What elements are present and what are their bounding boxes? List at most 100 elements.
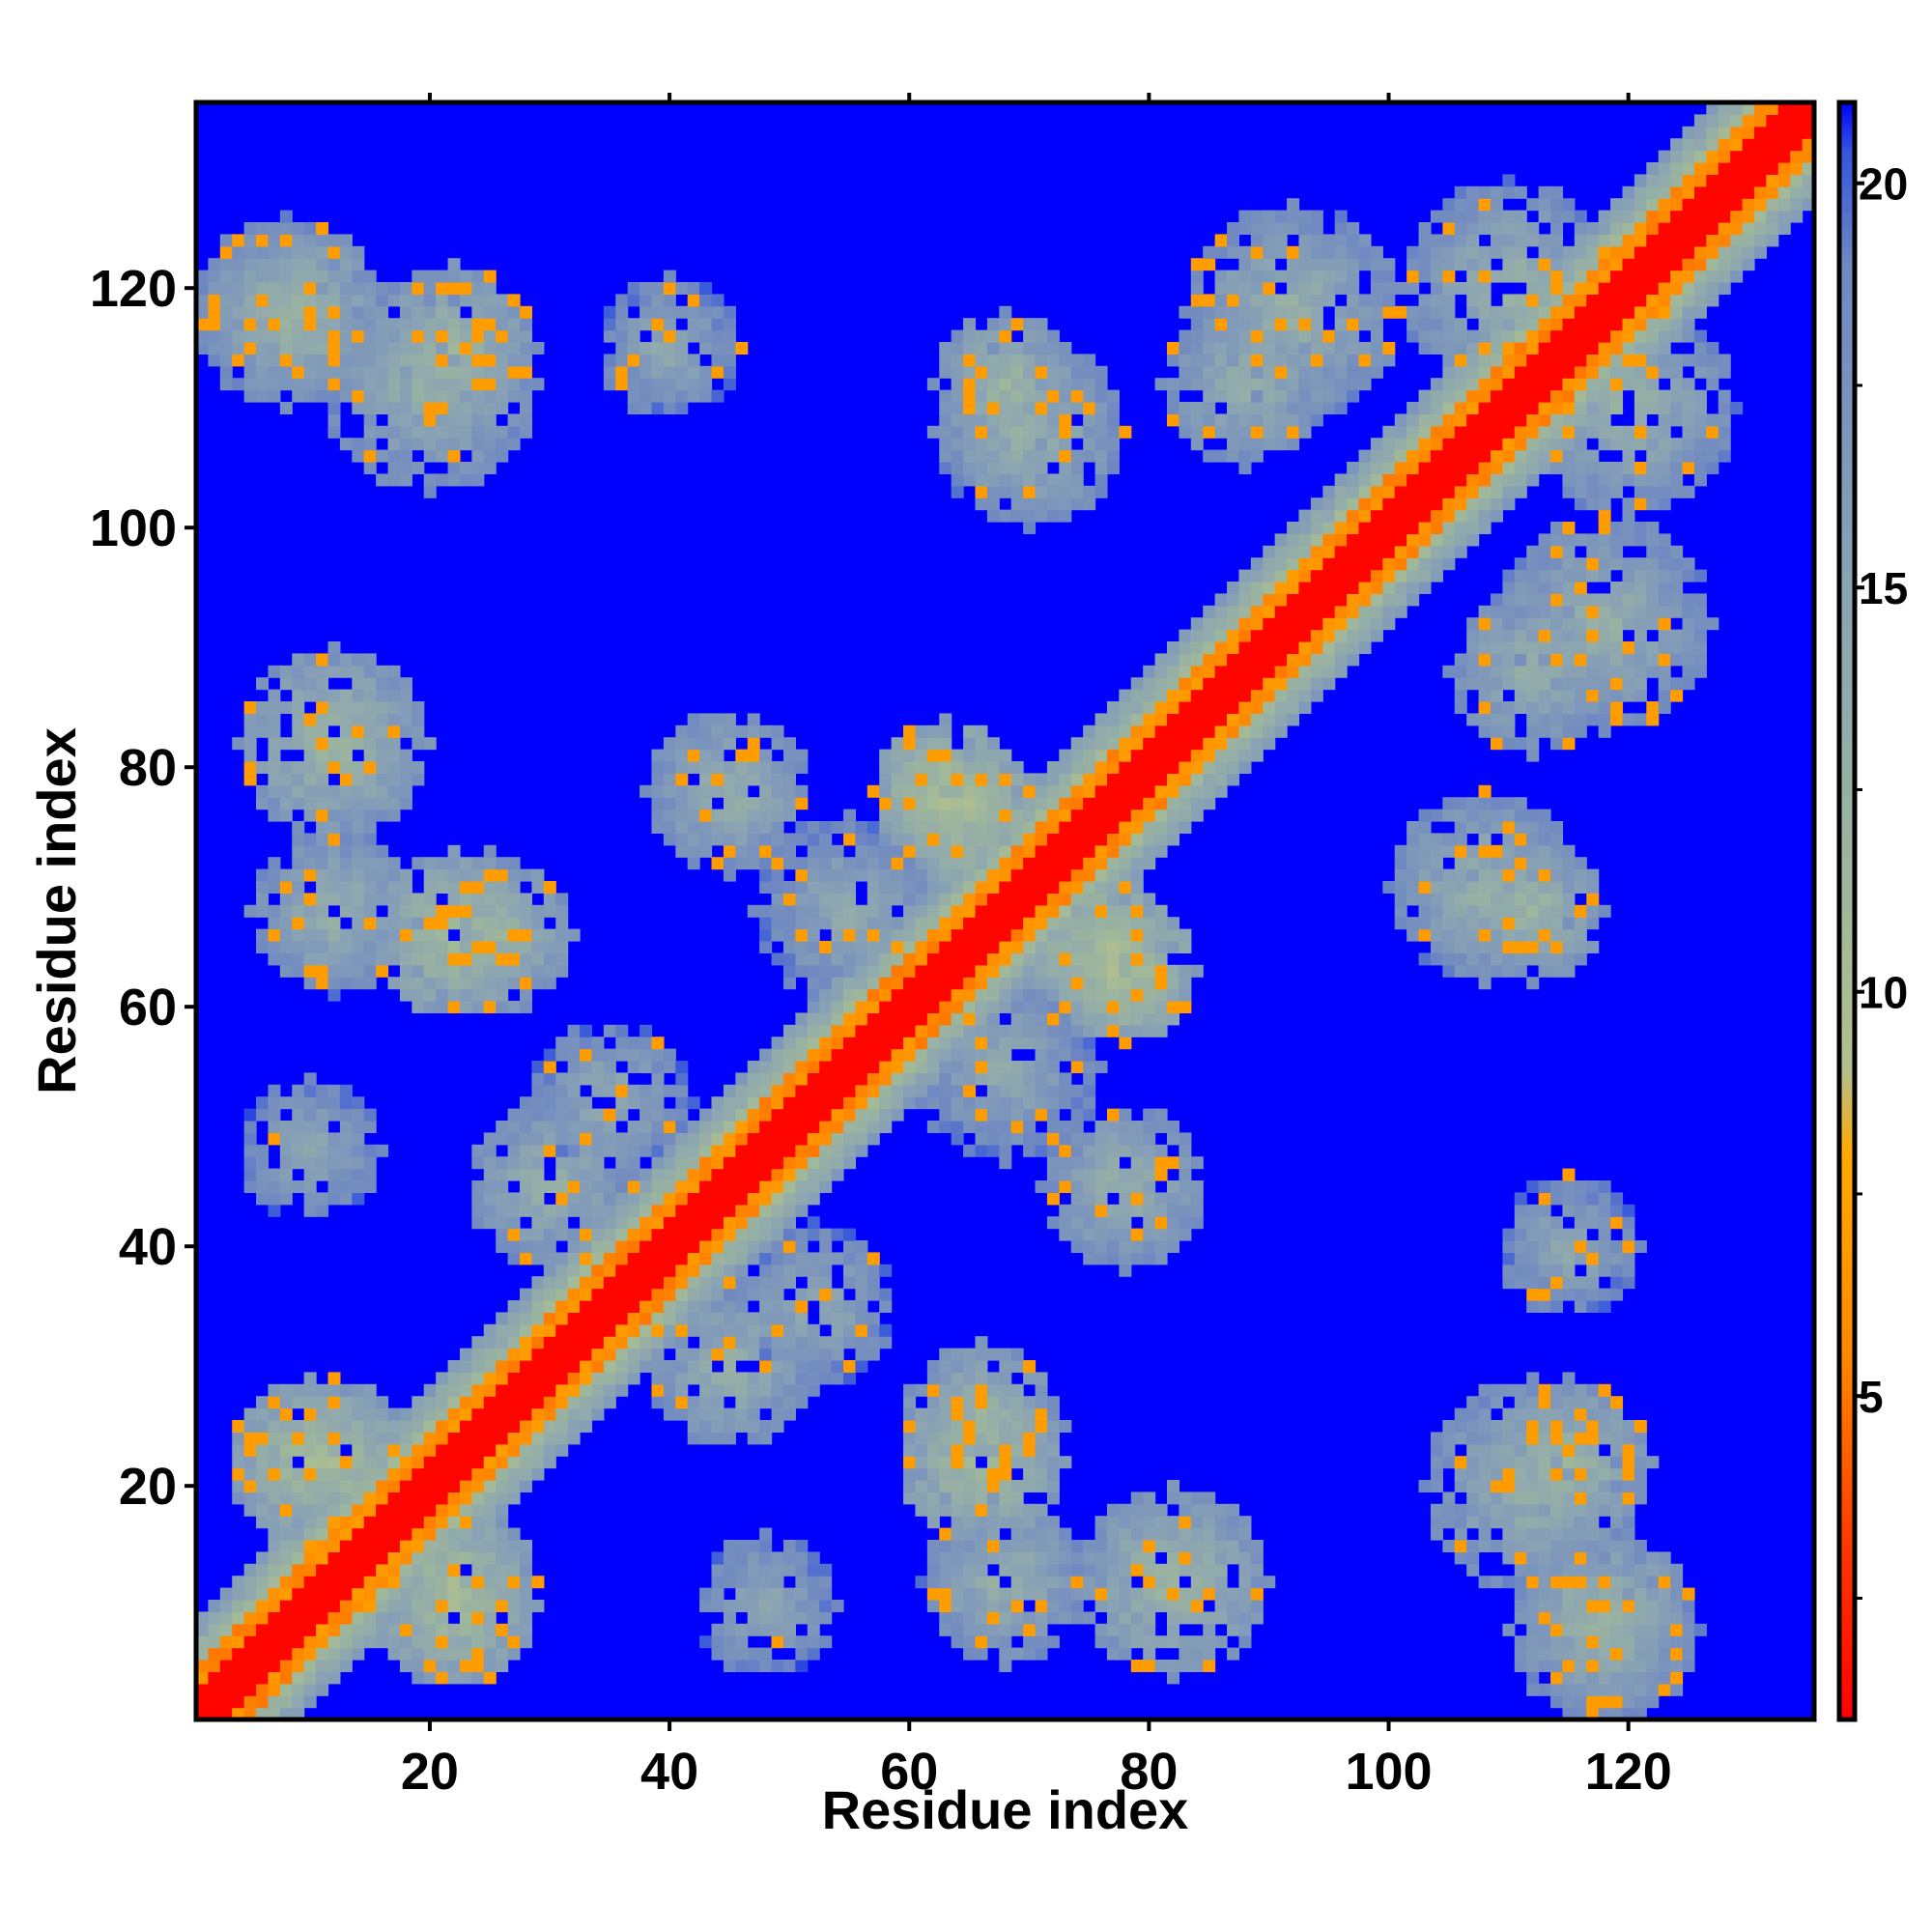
heatmap-cell <box>399 282 412 295</box>
heatmap-cell <box>232 234 245 247</box>
heatmap-cell <box>471 1443 485 1457</box>
heatmap-cell <box>436 1372 449 1385</box>
heatmap-cell <box>483 941 497 953</box>
heatmap-cell <box>711 1647 724 1661</box>
heatmap-cell <box>376 1144 389 1157</box>
heatmap-cell <box>339 713 353 726</box>
heatmap-cell <box>219 329 233 343</box>
heatmap-cell <box>496 964 509 978</box>
heatmap-cell <box>292 868 305 882</box>
heatmap-cell <box>963 881 977 894</box>
heatmap-cell <box>316 1683 329 1696</box>
heatmap-cell <box>1119 941 1132 953</box>
heatmap-cell <box>747 737 760 751</box>
heatmap-cell <box>975 1336 988 1350</box>
heatmap-cell <box>1634 1240 1647 1253</box>
heatmap-cell <box>699 1407 713 1421</box>
heatmap-cell <box>208 1611 221 1625</box>
heatmap-cell <box>963 365 977 379</box>
heatmap-cell <box>759 1312 773 1325</box>
heatmap-cell <box>1550 1300 1564 1313</box>
heatmap-cell <box>352 282 365 295</box>
heatmap-cell <box>243 329 257 343</box>
heatmap-cell <box>999 1432 1012 1445</box>
heatmap-cell <box>1094 1012 1108 1026</box>
heatmap-cell <box>986 761 1000 774</box>
heatmap-cell <box>412 1551 425 1565</box>
heatmap-cell <box>1394 893 1407 906</box>
heatmap-cell <box>831 881 844 894</box>
heatmap-cell <box>1454 941 1467 953</box>
heatmap-cell <box>1574 1492 1587 1505</box>
heatmap-cell <box>243 1503 257 1517</box>
heatmap-cell <box>759 1420 773 1433</box>
heatmap-cell <box>1586 1456 1600 1469</box>
heatmap-cell <box>903 881 917 894</box>
heatmap-cell <box>986 797 1000 810</box>
heatmap-cell <box>795 1336 809 1350</box>
heatmap-cell <box>999 964 1012 978</box>
heatmap-cell <box>292 318 305 331</box>
heatmap-cell <box>771 797 784 810</box>
heatmap-cell <box>986 1048 1000 1062</box>
heatmap-cell <box>219 318 233 331</box>
heatmap-cell <box>387 952 401 966</box>
heatmap-cell <box>387 1456 401 1469</box>
heatmap-cell <box>963 724 977 738</box>
heatmap-cell <box>782 1192 796 1206</box>
heatmap-cell <box>399 797 412 810</box>
heatmap-cell <box>580 1228 593 1241</box>
heatmap-cell <box>1167 988 1180 1002</box>
heatmap-cell <box>399 1660 412 1672</box>
heatmap-cell <box>436 365 449 379</box>
heatmap-cell <box>1179 1551 1192 1565</box>
heatmap-cell <box>795 1024 809 1037</box>
heatmap-cell <box>363 1635 377 1649</box>
heatmap-cell <box>759 904 773 918</box>
heatmap-cell <box>963 1647 977 1661</box>
heatmap-cell <box>1586 1467 1600 1481</box>
heatmap-cell <box>891 988 904 1002</box>
heatmap-cell <box>376 389 389 403</box>
heatmap-cell <box>1586 1695 1600 1709</box>
heatmap-cell <box>327 234 341 247</box>
heatmap-cell <box>819 1012 833 1026</box>
heatmap-cell <box>520 402 533 414</box>
heatmap-cell <box>363 1551 377 1565</box>
heatmap-cell <box>1010 1084 1024 1097</box>
heatmap-cell <box>376 1467 389 1481</box>
heatmap-cell <box>279 305 293 319</box>
heatmap-cell <box>279 1121 293 1133</box>
heatmap-cell <box>1023 1132 1037 1146</box>
heatmap-cell <box>507 1372 521 1385</box>
heatmap-cell <box>735 1264 749 1277</box>
heatmap-cell <box>819 1312 833 1325</box>
heatmap-cell <box>1070 1228 1084 1241</box>
heatmap-cell <box>387 1480 401 1492</box>
heatmap-cell <box>999 1456 1012 1469</box>
heatmap-cell <box>496 1168 509 1181</box>
heatmap-cell <box>867 784 880 798</box>
heatmap-cell <box>735 1348 749 1361</box>
heatmap-cell <box>232 318 245 331</box>
heatmap-cell <box>327 1623 341 1636</box>
heatmap-cell <box>759 1180 773 1193</box>
heatmap-cell <box>567 1132 581 1146</box>
heatmap-cell <box>268 941 281 953</box>
heatmap-cell <box>687 365 700 379</box>
heatmap-cell <box>1119 1144 1132 1157</box>
heatmap-cell <box>1491 1383 1504 1397</box>
heatmap-cell <box>867 1121 880 1133</box>
heatmap-cell <box>891 809 904 822</box>
heatmap-cell <box>639 1037 653 1050</box>
heatmap-cell <box>903 952 917 966</box>
heatmap-cell <box>639 1204 653 1217</box>
heatmap-cell <box>1010 449 1024 463</box>
heatmap-cell <box>1526 1467 1540 1481</box>
heatmap-cell <box>639 294 653 307</box>
heatmap-cell <box>1598 1611 1611 1625</box>
heatmap-cell <box>843 1024 857 1037</box>
heatmap-cell <box>807 1551 820 1565</box>
heatmap-cell <box>1059 1587 1072 1601</box>
heatmap-cell <box>339 282 353 295</box>
